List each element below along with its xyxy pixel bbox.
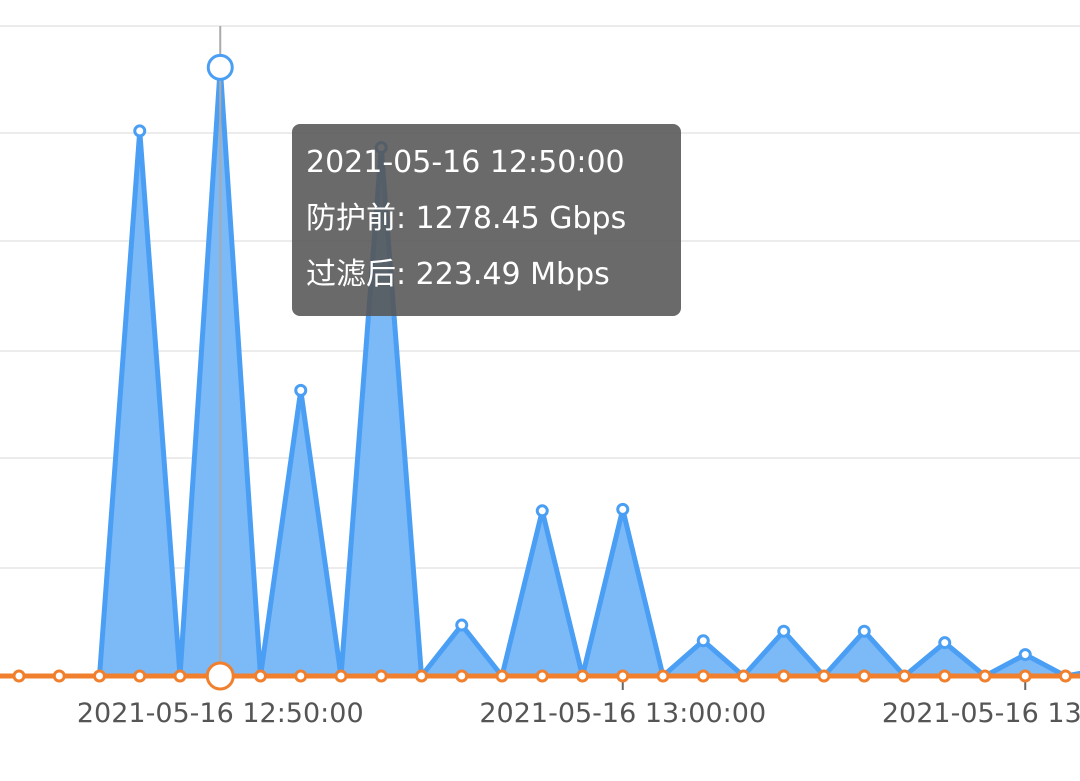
point-after[interactable] <box>455 669 469 683</box>
point-after[interactable] <box>535 669 549 683</box>
point-before[interactable] <box>938 636 952 650</box>
tooltip-time: 2021-05-16 12:50:00 <box>306 145 625 180</box>
point-after[interactable] <box>52 669 66 683</box>
x-tick-label: 2021-05-16 13:10:00 <box>882 698 1080 729</box>
point-after[interactable] <box>777 669 791 683</box>
point-after[interactable] <box>576 669 589 683</box>
point-before[interactable] <box>1018 648 1032 662</box>
point-before[interactable] <box>133 124 147 138</box>
point-after[interactable] <box>817 669 831 683</box>
point-after[interactable] <box>173 669 187 683</box>
x-tick-label: 2021-05-16 13:00:00 <box>479 698 766 729</box>
point-before[interactable] <box>535 504 549 518</box>
point-after[interactable] <box>93 669 106 683</box>
point-after[interactable] <box>294 669 308 683</box>
point-after[interactable] <box>656 669 670 683</box>
point-after[interactable] <box>334 669 348 683</box>
series-line-before <box>19 64 1080 679</box>
point-after[interactable] <box>254 669 267 683</box>
point-before[interactable] <box>206 53 234 81</box>
tooltip: 2021-05-16 12:50:00 防护前: 1278.45 Gbps 过滤… <box>292 124 681 316</box>
point-after[interactable] <box>1018 669 1032 683</box>
point-after[interactable] <box>616 669 630 683</box>
point-after[interactable] <box>1059 669 1072 683</box>
point-before[interactable] <box>777 624 791 638</box>
point-after[interactable] <box>898 669 911 683</box>
point-before[interactable] <box>294 383 308 397</box>
point-after[interactable] <box>12 669 26 683</box>
point-after[interactable] <box>205 661 235 691</box>
point-before[interactable] <box>616 502 630 516</box>
point-after[interactable] <box>978 669 992 683</box>
point-after[interactable] <box>495 669 509 683</box>
point-after[interactable] <box>737 669 750 683</box>
x-axis: 2021-05-16 12:50:00 2021-05-16 13:00:00 20… <box>77 676 1080 729</box>
point-after[interactable] <box>857 669 871 683</box>
point-after[interactable] <box>133 669 147 683</box>
series-points[interactable] <box>12 53 1080 691</box>
point-before[interactable] <box>696 634 710 648</box>
point-after[interactable] <box>374 669 388 683</box>
point-before[interactable] <box>857 624 871 638</box>
point-after[interactable] <box>415 669 428 683</box>
tooltip-after: 过滤后: 223.49 Mbps <box>306 257 610 292</box>
point-after[interactable] <box>696 669 710 683</box>
x-tick-label: 2021-05-16 12:50:00 <box>77 698 364 729</box>
point-after[interactable] <box>938 669 952 683</box>
point-before[interactable] <box>455 618 469 632</box>
tooltip-before: 防护前: 1278.45 Gbps <box>306 201 627 236</box>
